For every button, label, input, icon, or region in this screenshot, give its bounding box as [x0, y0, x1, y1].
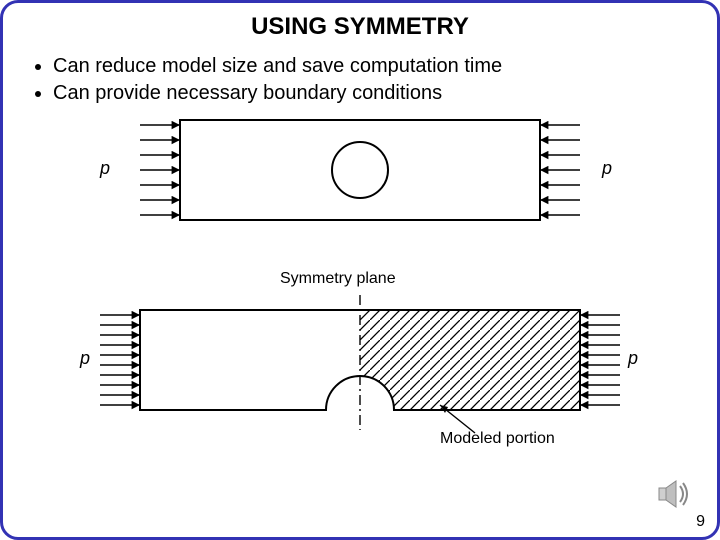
speaker-icon [656, 476, 692, 512]
label-p-bot-right: p [628, 348, 638, 369]
symmetry-diagram [80, 110, 640, 470]
bullet-item: Can reduce model size and save computati… [53, 55, 697, 78]
label-symmetry-plane: Symmetry plane [280, 270, 396, 288]
label-p-top-right: p [602, 158, 612, 179]
label-p-top-left: p [100, 158, 110, 179]
bullet-item: Can provide necessary boundary condition… [53, 82, 697, 105]
figure-area: p p p p Symmetry plane Modeled portion [80, 110, 640, 490]
slide-title: USING SYMMETRY [3, 13, 717, 41]
page-number: 9 [696, 513, 705, 531]
label-p-bot-left: p [80, 348, 90, 369]
bullet-list: Can reduce model size and save computati… [15, 55, 717, 105]
slide-frame: USING SYMMETRY Can reduce model size and… [0, 0, 720, 540]
label-modeled-portion: Modeled portion [440, 430, 555, 448]
